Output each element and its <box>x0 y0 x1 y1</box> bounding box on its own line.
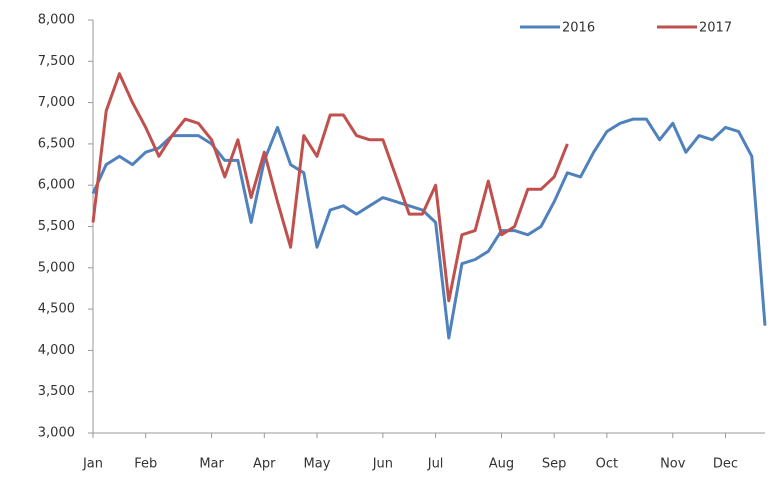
x-tick-label: Feb <box>134 457 157 472</box>
x-tick-label: Jan <box>82 457 103 472</box>
x-tick-label: Sep <box>542 457 567 472</box>
x-tick-label: Apr <box>253 457 276 472</box>
y-tick-label: 5,500 <box>38 219 75 234</box>
y-tick-label: 7,000 <box>38 95 75 110</box>
y-tick-label: 3,000 <box>38 426 75 441</box>
x-tick-label: Jun <box>372 457 393 472</box>
y-tick-label: 4,000 <box>38 343 75 358</box>
x-tick-label: Oct <box>596 457 618 472</box>
x-tick-label: Mar <box>199 457 224 472</box>
y-tick-label: 6,000 <box>38 178 75 193</box>
y-tick-label: 7,500 <box>38 54 75 69</box>
x-tick-label: Jul <box>427 457 444 472</box>
y-tick-label: 6,500 <box>38 136 75 151</box>
x-tick-label: Aug <box>489 457 514 472</box>
legend-label: 2016 <box>562 21 595 36</box>
series-line <box>91 72 569 303</box>
x-tick-label: Dec <box>713 457 738 472</box>
legend-label: 2017 <box>699 21 732 36</box>
y-tick-label: 8,000 <box>38 13 75 28</box>
y-tick-label: 4,500 <box>38 302 75 317</box>
x-tick-label: Nov <box>660 457 686 472</box>
series-line <box>91 117 767 340</box>
y-tick-label: 3,500 <box>38 384 75 399</box>
x-tick-label: May <box>304 457 331 472</box>
y-tick-label: 5,000 <box>38 260 75 275</box>
